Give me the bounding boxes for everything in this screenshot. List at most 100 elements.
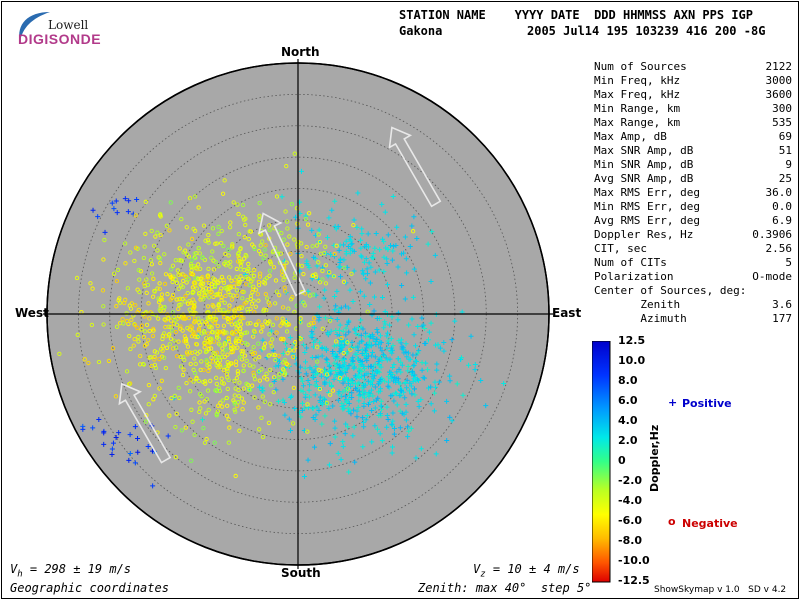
doppler-negative-point (149, 271, 155, 276)
doppler-positive-point (414, 359, 420, 365)
doppler-positive-point (362, 395, 368, 401)
doppler-negative-point (172, 393, 178, 399)
doppler-negative-point (110, 346, 116, 351)
doppler-positive-point (333, 328, 339, 334)
doppler-negative-point (188, 261, 194, 267)
doppler-positive-point (380, 236, 386, 242)
doppler-positive-point (378, 355, 384, 361)
doppler-negative-point (212, 339, 217, 344)
doppler-positive-point (318, 373, 324, 379)
doppler-positive-point (381, 269, 387, 275)
doppler-negative-point (200, 255, 205, 260)
doppler-positive-point (388, 243, 394, 249)
doppler-negative-point (226, 377, 231, 383)
doppler-positive-point (393, 243, 399, 249)
doppler-positive-point (375, 329, 381, 335)
doppler-negative-point (273, 278, 279, 283)
doppler-positive-point (434, 367, 440, 373)
doppler-positive-point (404, 354, 410, 360)
doppler-negative-point (178, 296, 183, 301)
colorbar-tick-label: -12.5 (618, 574, 650, 587)
doppler-positive-point (403, 417, 409, 423)
doppler-negative-point (75, 332, 80, 337)
doppler-negative-point (276, 376, 281, 381)
doppler-negative-point (221, 368, 226, 373)
doppler-negative-point (128, 306, 134, 311)
doppler-positive-point (340, 328, 346, 334)
doppler-negative-point (263, 243, 268, 248)
doppler-negative-point (133, 213, 138, 218)
doppler-negative-point (281, 277, 286, 283)
doppler-positive-point (366, 260, 372, 266)
doppler-negative-point (196, 328, 201, 333)
doppler-negative-point (227, 306, 232, 312)
doppler-positive-point (365, 353, 371, 359)
doppler-positive-point (434, 361, 440, 367)
doppler-positive-point (358, 332, 364, 338)
doppler-positive-point (401, 250, 407, 256)
doppler-positive-point (338, 274, 344, 280)
doppler-positive-point (402, 296, 408, 302)
doppler-positive-point (127, 451, 133, 457)
doppler-negative-point (142, 281, 147, 286)
doppler-positive-point (387, 322, 393, 328)
doppler-positive-point (314, 404, 320, 410)
doppler-positive-point (343, 421, 349, 427)
doppler-positive-point (346, 409, 352, 415)
doppler-positive-point (341, 356, 347, 362)
doppler-negative-point (170, 279, 175, 285)
doppler-positive-point (391, 431, 397, 437)
doppler-negative-point (212, 321, 217, 326)
doppler-negative-point (263, 253, 268, 258)
doppler-negative-point (262, 399, 267, 404)
doppler-negative-point (227, 225, 233, 230)
doppler-negative-point (232, 407, 237, 412)
doppler-positive-point (396, 366, 402, 372)
doppler-negative-point (292, 237, 297, 242)
stat-row: Center of Sources, deg: (594, 284, 792, 298)
stat-row: Min SNR Amp, dB 9 (594, 158, 792, 172)
doppler-negative-point (207, 280, 212, 286)
doppler-negative-point (152, 357, 157, 362)
doppler-negative-point (176, 306, 181, 312)
doppler-negative-point (222, 315, 227, 320)
doppler-positive-point (109, 200, 115, 206)
stat-label: Min RMS Err, deg (594, 200, 700, 213)
doppler-negative-point (256, 279, 261, 285)
doppler-positive-point (90, 425, 96, 431)
doppler-positive-point (425, 241, 431, 247)
doppler-negative-point (243, 341, 248, 346)
doppler-negative-point (220, 346, 225, 351)
doppler-positive-point (384, 345, 390, 351)
doppler-positive-point (410, 352, 416, 358)
doppler-positive-point (378, 398, 384, 404)
doppler-negative-point (310, 273, 315, 278)
doppler-negative-point (183, 425, 188, 430)
doppler-negative-point (152, 354, 157, 360)
doppler-negative-point (278, 323, 283, 328)
doppler-positive-point (326, 380, 332, 386)
doppler-positive-point (403, 341, 409, 347)
skymap-plot (43, 59, 553, 569)
doppler-positive-point (395, 376, 401, 382)
doppler-negative-point (251, 344, 256, 350)
doppler-negative-point (144, 322, 150, 328)
doppler-negative-point (157, 386, 162, 391)
doppler-negative-point (292, 275, 297, 280)
doppler-negative-point (237, 306, 242, 311)
doppler-negative-point (152, 349, 157, 354)
doppler-positive-point (460, 392, 466, 398)
doppler-positive-point (428, 320, 434, 326)
doppler-negative-point (241, 363, 246, 368)
doppler-positive-point (346, 305, 352, 311)
doppler-positive-point (287, 335, 293, 341)
doppler-negative-point (264, 371, 269, 376)
doppler-positive-point (355, 404, 361, 410)
doppler-positive-point (395, 356, 401, 362)
doppler-positive-point (385, 330, 391, 336)
doppler-negative-point (311, 320, 316, 326)
stat-value: 177 (772, 312, 792, 325)
stat-value: 5 (785, 256, 792, 269)
doppler-negative-point (181, 316, 186, 321)
stat-row: Polarization O-mode (594, 270, 792, 284)
